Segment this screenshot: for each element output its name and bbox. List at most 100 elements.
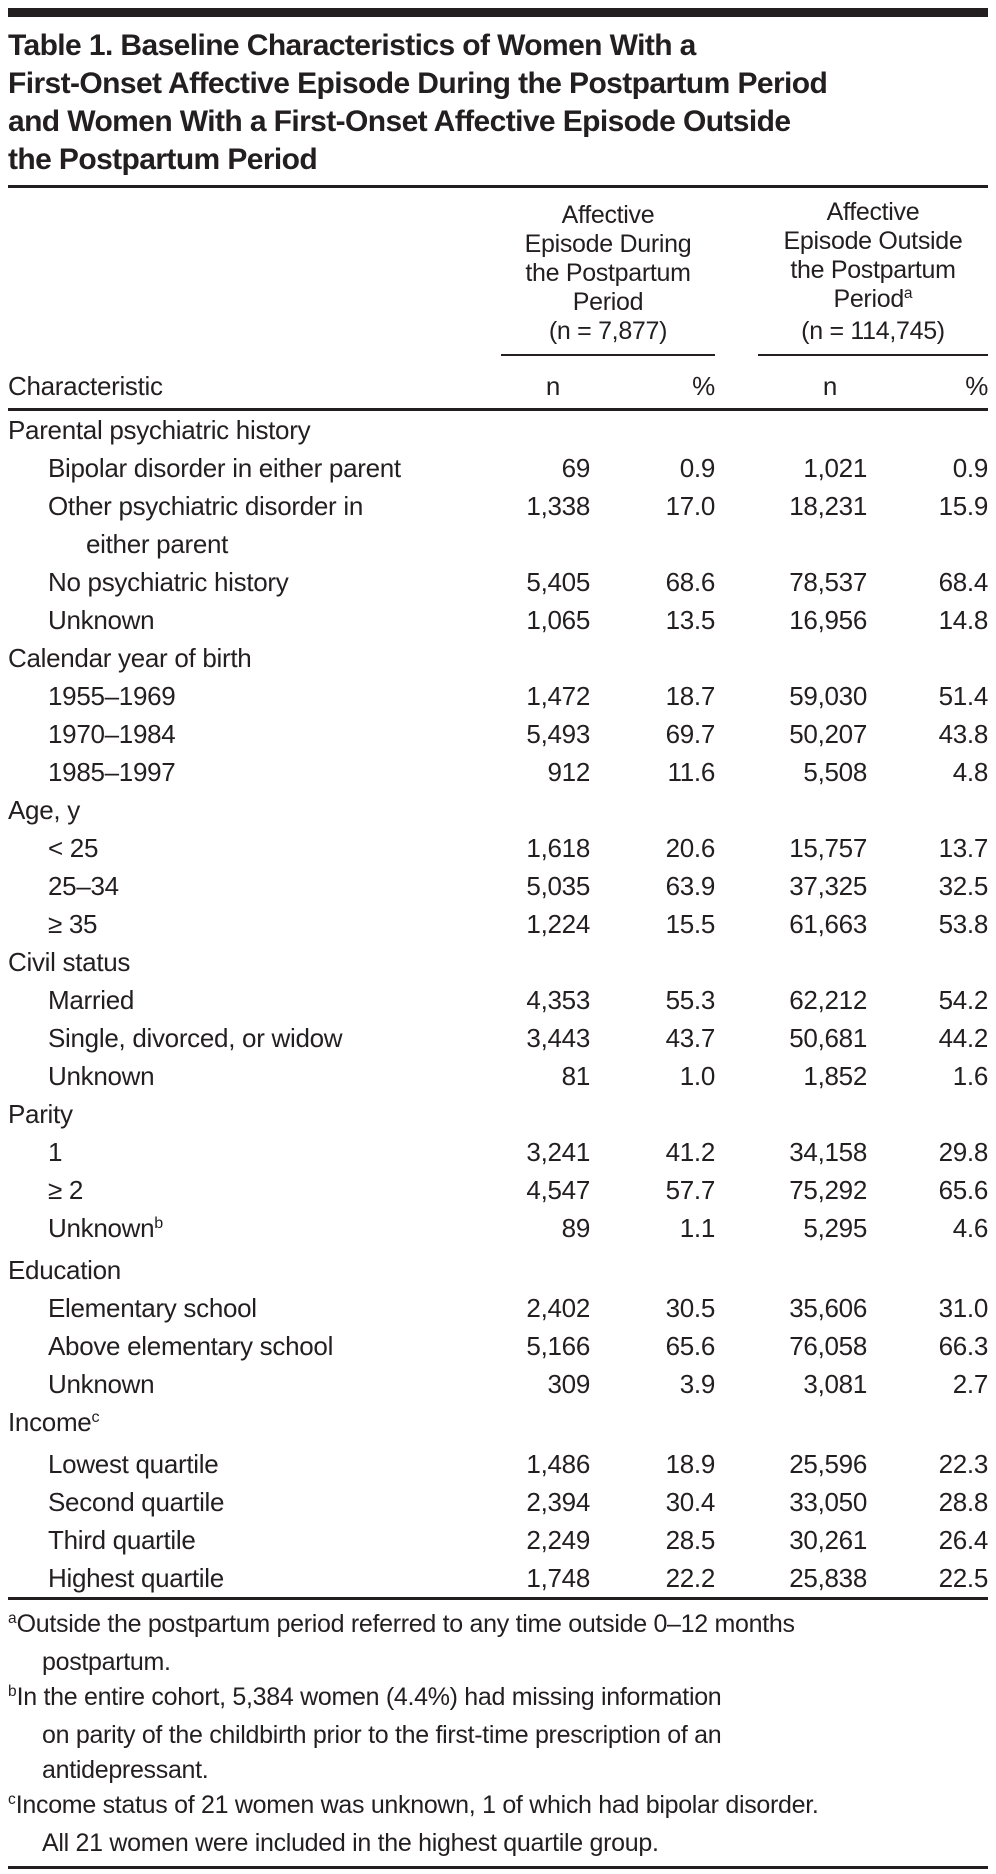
group-header-line: Affective [826,198,920,226]
row-label: 1955–1969 [48,681,176,711]
value-cell: 3,241 [526,1137,590,1167]
row-label: Above elementary school [48,1331,334,1361]
row-label: Highest quartile [48,1563,224,1593]
group-header-line: Period [572,288,644,316]
value-cell [443,1403,590,1445]
table-row: Elementary school 2,402 30.5 35,606 31.0 [8,1289,988,1327]
value-cell: 28.8 [938,1487,989,1517]
value-cell [715,791,867,829]
row-label: Age, y [8,795,80,825]
value-cell: 4,547 [526,1175,590,1205]
column-group-postpartum-label: Affective Episode During the Postpartum Per… [501,191,715,356]
value-cell: 3,443 [526,1023,590,1053]
row-label: ≥ 2 [48,1175,84,1205]
table-row: 1985–1997 912 11.6 5,508 4.8 [8,753,988,791]
value-cell: 22.2 [665,1563,716,1593]
row-label: ≥ 35 [48,909,98,939]
value-cell: 43.7 [665,1023,716,1053]
row-label: Unknown [48,1061,155,1091]
footnote-marker: b [8,1683,17,1701]
table-row: Bipolar disorder in either parent 69 0.9 1,… [8,449,988,487]
value-cell: 43.8 [938,719,989,749]
table-row: Unknown 1,065 13.5 16,956 14.8 [8,601,988,639]
footnote-marker: c [8,1791,16,1809]
value-cell: 62,212 [789,985,867,1015]
section-row: Calendar year of birth [8,639,988,677]
value-cell: 34,158 [789,1137,867,1167]
footnote-line: cIncome status of 21 women was unknown, … [8,1791,819,1819]
row-label: Education [8,1255,121,1285]
value-cell [590,943,715,981]
section-row: Parity [8,1095,988,1133]
value-cell: 65.6 [938,1175,989,1205]
value-cell: 1,065 [526,605,590,635]
table-row: Above elementary school 5,166 65.6 76,058 66… [8,1327,988,1365]
group-header-line: the Postpartum [525,259,691,287]
group-header-spacer [8,188,443,356]
table-row: 25–34 5,035 63.9 37,325 32.5 [8,867,988,905]
value-cell: 26.4 [938,1525,989,1555]
value-cell [715,410,867,450]
value-cell: 4.6 [952,1213,989,1243]
value-cell: 11.6 [667,757,716,787]
value-cell: 0.9 [952,453,989,483]
group-n-count: (n = 7,877) [548,317,668,345]
value-cell: 309 [547,1369,591,1399]
table-title-line: First-Onset Affective Episode During the… [8,67,828,100]
value-cell: 4.8 [952,757,989,787]
table-row: Unknown 81 1.0 1,852 1.6 [8,1057,988,1095]
value-cell: 0.9 [679,453,716,483]
value-cell: 51.4 [938,681,989,711]
value-cell: 65.6 [665,1331,716,1361]
value-cell: 44.2 [938,1023,989,1053]
value-cell: 15.9 [938,491,989,521]
table-row: Other psychiatric disorder in either pare… [8,487,988,563]
value-cell: 31.0 [938,1293,989,1323]
value-cell: 22.3 [938,1449,989,1479]
value-cell: 5,035 [526,871,590,901]
value-cell: 1,618 [526,833,590,863]
table-row: < 25 1,618 20.6 15,757 13.7 [8,829,988,867]
value-cell [590,1095,715,1133]
row-label: Unknownb [48,1213,164,1243]
row-label: Second quartile [48,1487,225,1517]
row-label: Bipolar disorder in either parent [48,453,401,483]
value-cell: 1,021 [803,453,867,483]
value-cell: 1.0 [679,1061,716,1091]
row-label: Lowest quartile [48,1449,219,1479]
row-label: 1 [48,1137,63,1167]
row-label: < 25 [48,833,99,863]
value-cell: 69 [561,453,591,483]
value-cell [867,410,988,450]
value-cell [867,943,988,981]
value-cell: 5,493 [526,719,590,749]
table-row: 1955–1969 1,472 18.7 59,030 51.4 [8,677,988,715]
section-row: Civil status [8,943,988,981]
value-cell: 30,261 [789,1525,867,1555]
value-cell: 50,207 [789,719,867,749]
bottom-rule [8,1866,988,1869]
row-label: Incomec [8,1407,100,1437]
value-cell: 76,058 [789,1331,867,1361]
value-cell [715,1403,867,1445]
value-cell: 2,249 [526,1525,590,1555]
footnote-line: All 21 women were included in the highes… [42,1829,659,1857]
value-cell [867,1403,988,1445]
percent-column-header: % [590,356,715,411]
value-cell: 25,596 [789,1449,867,1479]
value-cell [590,639,715,677]
column-group-outside-postpartum: Affective Episode Outside the Postpartum Pe… [715,188,989,356]
footnote: aOutside the postpartum period referred … [8,1607,988,1680]
table-row: Third quartile 2,249 28.5 30,261 26.4 [8,1521,988,1559]
value-cell: 30.4 [665,1487,716,1517]
value-cell: 41.2 [665,1137,716,1167]
footnote: cIncome status of 21 women was unknown, … [8,1788,988,1861]
value-cell: 13.5 [665,605,716,635]
characteristic-column-header: Characteristic [8,356,443,411]
table-row: Lowest quartile 1,486 18.9 25,596 22.3 [8,1445,988,1483]
value-cell: 2,394 [526,1487,590,1517]
row-label: Parental psychiatric history [8,415,311,445]
table-row: 1970–1984 5,493 69.7 50,207 43.8 [8,715,988,753]
value-cell: 18.7 [665,681,716,711]
value-cell: 1,224 [526,909,590,939]
